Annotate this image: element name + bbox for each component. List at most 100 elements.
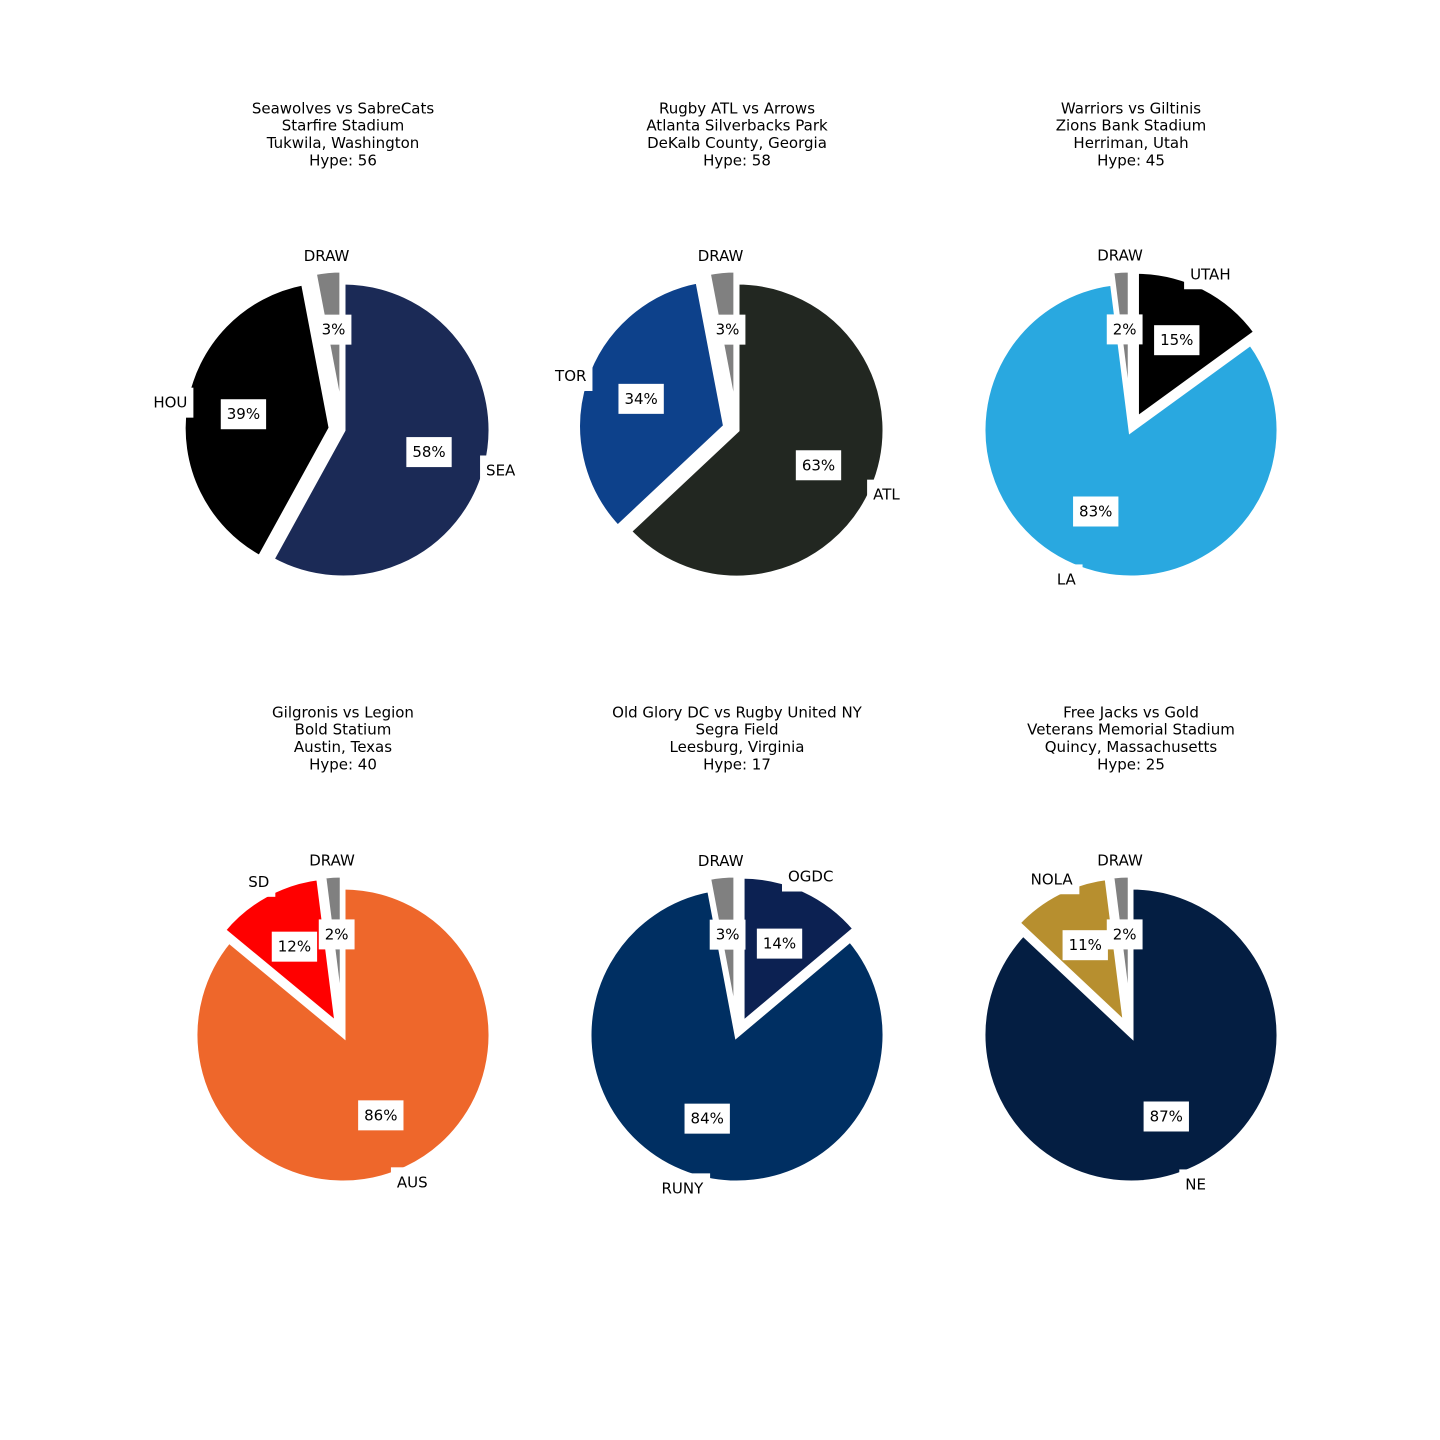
chart-title-line: Leesburg, Virginia (670, 738, 805, 756)
slice-label-ne-group: NE (1179, 1169, 1213, 1200)
slice-label-draw-box (691, 240, 750, 271)
pct-label-nola-box (1062, 930, 1108, 961)
chart-title: Warriors vs Giltinis Zions Bank Stadium He… (1056, 99, 1207, 169)
slice-label-sea-group: SEA (480, 455, 523, 486)
slice-label-utah: UTAH (1190, 265, 1231, 283)
chart-title-line: Seawolves vs SabreCats (252, 99, 435, 117)
slice-label-runy-group: RUNY (655, 1173, 711, 1204)
pct-label-draw: 3% (716, 926, 740, 944)
pct-label-utah-box (1154, 325, 1200, 356)
chart-title-line: DeKalb County, Georgia (647, 134, 827, 152)
pct-label-ne-group: 87% (1143, 1101, 1189, 1132)
pie-chart-5: Old Glory DC vs Rugby United NY Segra Fie… (586, 703, 888, 1204)
slice-label-ogdc-box (782, 861, 840, 892)
pct-label-sd-group: 12% (271, 931, 318, 962)
chart-title-line: Hype: 45 (1097, 151, 1165, 169)
pct-label-draw-box (315, 314, 352, 345)
slice-label-la-box (1050, 564, 1083, 595)
slice-label-tor: TOR (554, 367, 586, 385)
pct-label-draw: 3% (716, 321, 740, 339)
chart-title-line: Hype: 25 (1097, 755, 1165, 773)
chart-title-line: Austin, Texas (294, 738, 392, 756)
pct-label-draw: 2% (325, 925, 349, 943)
slice-label-utah-group: UTAH (1184, 259, 1237, 290)
chart-title-line: Old Glory DC vs Rugby United NY (612, 703, 863, 721)
slice-label-draw: DRAW (1097, 247, 1143, 265)
slice-label-hou: HOU (153, 394, 187, 412)
slice-label-ne-box (1179, 1169, 1213, 1200)
chart-title: Gilgronis vs Legion Bold Statium Austin, T… (272, 703, 414, 773)
slice-label-atl-box (867, 479, 907, 510)
slice-label-draw: DRAW (304, 247, 350, 265)
chart-title-line: Free Jacks vs Gold (1063, 703, 1199, 721)
pct-label-draw: 2% (1113, 925, 1137, 943)
pct-label-aus-box (358, 1100, 404, 1131)
slice-label-sd-box (242, 866, 276, 897)
pct-label-atl-group: 63% (795, 450, 842, 481)
slice-label-draw-group: DRAW (303, 845, 362, 876)
slice-label-draw-group: DRAW (691, 845, 750, 876)
slice-label-tor-box (548, 360, 593, 391)
chart-title: Seawolves vs SabreCats Starfire Stadium Tu… (252, 99, 435, 169)
chart-title-line: Atlanta Silverbacks Park (646, 117, 828, 135)
slice-label-sd: SD (248, 873, 269, 891)
pct-label-ogdc: 14% (763, 935, 796, 953)
pie-chart-2: Rugby ATL vs Arrows Atlanta Silverbacks P… (548, 99, 907, 581)
chart-title-line: Segra Field (695, 721, 778, 739)
chart-title-line: Hype: 17 (703, 755, 771, 773)
pct-label-nola: 11% (1069, 936, 1102, 954)
pct-label-hou-group: 39% (220, 399, 267, 430)
chart-title-line: Hype: 56 (309, 151, 377, 169)
pct-label-la-box (1073, 496, 1119, 527)
slice-label-ogdc-group: OGDC (782, 861, 840, 892)
chart-title-line: Rugby ATL vs Arrows (659, 99, 815, 117)
slice-label-la-group: LA (1050, 564, 1083, 595)
slice-label-draw: DRAW (698, 852, 744, 870)
pct-label-runy-group: 84% (684, 1103, 730, 1134)
pie-chart-3: Warriors vs Giltinis Zions Bank Stadium He… (980, 99, 1282, 595)
slice-label-draw: DRAW (698, 247, 744, 265)
pct-label-tor-box (618, 383, 664, 414)
slice-label-draw: DRAW (309, 852, 355, 870)
pct-label-hou: 39% (227, 405, 260, 423)
slice-label-runy: RUNY (661, 1179, 704, 1197)
slice-label-draw-group: DRAW (297, 240, 356, 271)
pct-label-utah-group: 15% (1154, 325, 1200, 356)
chart-title-line: Herriman, Utah (1073, 134, 1188, 152)
slice-label-draw-box (1091, 845, 1150, 876)
slice-label-draw-box (1091, 240, 1150, 271)
pct-label-sea-group: 58% (406, 437, 452, 468)
pct-label-draw-box (709, 314, 746, 345)
pct-label-sd: 12% (278, 938, 311, 956)
pct-label-utah: 15% (1160, 331, 1193, 349)
slice-label-draw-box (297, 240, 356, 271)
slice-label-nola-group: NOLA (1024, 864, 1080, 895)
chart-title-line: Gilgronis vs Legion (272, 703, 414, 721)
slice-label-draw-group: DRAW (691, 240, 750, 271)
chart-title: Old Glory DC vs Rugby United NY Segra Fie… (612, 703, 863, 773)
slice-label-sea-box (480, 455, 523, 486)
pct-label-atl-box (795, 450, 842, 481)
pct-label-draw-group: 3% (709, 919, 746, 950)
slice-label-draw-group: DRAW (1091, 845, 1150, 876)
pct-label-draw-box (709, 919, 746, 950)
slice-label-ne: NE (1185, 1175, 1206, 1193)
pie-chart-4: Gilgronis vs Legion Bold Statium Austin, T… (192, 703, 494, 1198)
pct-label-tor: 34% (624, 390, 657, 408)
chart-title-line: Warriors vs Giltinis (1061, 99, 1201, 117)
pct-label-sea-box (406, 437, 452, 468)
pct-label-hou-box (220, 399, 267, 430)
pie-chart-1: Seawolves vs SabreCats Starfire Stadium Tu… (147, 99, 523, 581)
chart-title-line: Bold Statium (295, 721, 392, 739)
slice-label-draw: DRAW (1097, 852, 1143, 870)
slice-label-atl-group: ATL (867, 479, 907, 510)
pct-label-la-group: 83% (1073, 496, 1119, 527)
pct-label-draw: 2% (1113, 320, 1137, 338)
slice-label-draw-group: DRAW (1091, 240, 1150, 271)
pct-label-draw: 3% (322, 321, 346, 339)
slice-label-hou-box (147, 387, 194, 418)
pct-label-aus: 86% (364, 1106, 397, 1124)
pct-label-draw-group: 3% (709, 314, 746, 345)
slice-label-atl: ATL (873, 486, 900, 504)
slice-label-tor-group: TOR (548, 360, 593, 391)
